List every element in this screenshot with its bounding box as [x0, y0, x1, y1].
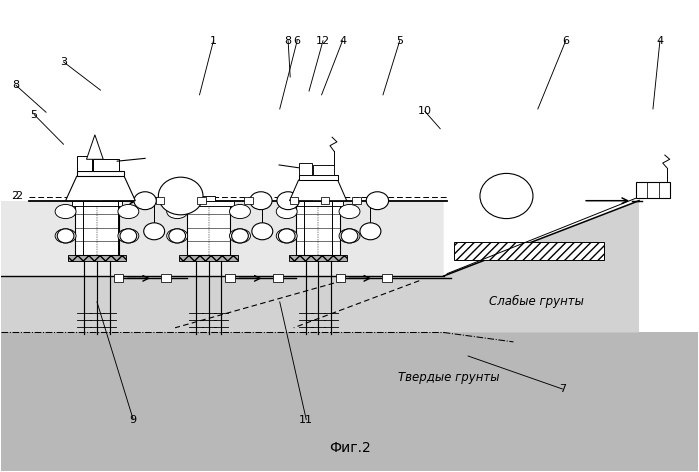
Ellipse shape	[250, 192, 272, 210]
Bar	[296, 201, 340, 255]
Polygon shape	[87, 135, 103, 159]
Text: 8: 8	[284, 36, 291, 46]
Polygon shape	[444, 201, 639, 332]
Polygon shape	[444, 0, 639, 276]
Text: 8: 8	[13, 80, 20, 91]
Ellipse shape	[120, 229, 137, 243]
Polygon shape	[1, 276, 444, 332]
Circle shape	[229, 204, 250, 219]
Text: 12: 12	[316, 36, 330, 46]
Bar	[183, 201, 233, 206]
Bar	[454, 242, 604, 260]
Ellipse shape	[134, 192, 157, 210]
Bar	[72, 201, 122, 206]
Bar	[273, 274, 282, 282]
Bar	[68, 255, 126, 261]
Bar	[244, 197, 252, 204]
Bar	[77, 170, 124, 176]
Text: 10: 10	[418, 106, 432, 116]
Polygon shape	[66, 176, 136, 201]
Bar	[289, 255, 347, 261]
Ellipse shape	[480, 173, 533, 219]
Ellipse shape	[252, 223, 273, 240]
Bar	[187, 201, 230, 255]
Text: 9: 9	[130, 414, 137, 424]
Bar	[77, 156, 92, 170]
Bar	[312, 196, 324, 201]
Text: 5: 5	[396, 36, 403, 46]
Ellipse shape	[169, 229, 185, 243]
Bar	[382, 274, 392, 282]
Bar	[293, 201, 343, 206]
Circle shape	[167, 229, 187, 243]
Circle shape	[118, 229, 139, 243]
Ellipse shape	[366, 192, 389, 210]
Ellipse shape	[159, 177, 203, 215]
Bar	[313, 165, 334, 175]
Bar	[636, 182, 670, 198]
Bar	[94, 159, 119, 170]
Text: 6: 6	[294, 36, 301, 46]
Text: 1: 1	[210, 36, 217, 46]
Text: 2: 2	[11, 191, 18, 201]
Circle shape	[55, 204, 76, 219]
Bar	[156, 197, 164, 204]
Circle shape	[276, 204, 297, 219]
Text: Твердые грунты: Твердые грунты	[398, 371, 500, 384]
Text: 5: 5	[31, 110, 38, 119]
Bar	[197, 197, 206, 204]
Bar	[321, 197, 329, 204]
Bar	[161, 274, 171, 282]
Bar	[225, 274, 235, 282]
Ellipse shape	[360, 223, 381, 240]
Text: 3: 3	[60, 57, 67, 67]
Ellipse shape	[231, 229, 248, 243]
Circle shape	[229, 229, 250, 243]
Text: 7: 7	[559, 384, 565, 394]
Text: 2: 2	[15, 191, 22, 201]
Circle shape	[167, 204, 187, 219]
Bar	[180, 255, 238, 261]
Bar	[336, 274, 345, 282]
Bar	[289, 197, 298, 204]
Text: Слабые грунты: Слабые грунты	[489, 295, 584, 308]
Text: 4: 4	[656, 36, 663, 46]
Bar	[75, 201, 119, 255]
Polygon shape	[289, 180, 347, 201]
Circle shape	[339, 229, 360, 243]
Ellipse shape	[341, 229, 358, 243]
Bar	[352, 197, 361, 204]
Ellipse shape	[144, 223, 165, 240]
Text: 11: 11	[299, 414, 313, 424]
Circle shape	[276, 229, 297, 243]
Bar	[1, 332, 698, 472]
Circle shape	[55, 229, 76, 243]
Bar	[298, 163, 312, 175]
Bar	[298, 175, 338, 180]
Ellipse shape	[57, 229, 74, 243]
Text: 6: 6	[562, 36, 569, 46]
Ellipse shape	[278, 229, 295, 243]
Bar	[91, 196, 103, 201]
Bar	[114, 274, 124, 282]
Bar	[1, 201, 444, 276]
Ellipse shape	[277, 192, 299, 210]
Circle shape	[118, 204, 139, 219]
Text: Фиг.2: Фиг.2	[329, 441, 370, 455]
Text: 4: 4	[339, 36, 346, 46]
Bar	[202, 196, 215, 201]
Circle shape	[339, 204, 360, 219]
